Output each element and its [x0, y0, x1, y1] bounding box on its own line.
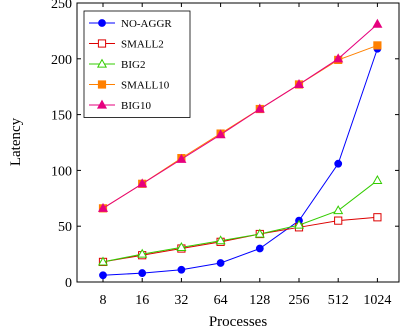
x-tick-label: 32	[174, 293, 188, 308]
legend-swatch-marker	[96, 99, 108, 109]
data-point-no-aggr	[216, 259, 225, 267]
series-small2	[98, 213, 382, 267]
legend-swatch-marker	[98, 19, 106, 27]
series-big10	[97, 18, 383, 212]
legend-label: BIG2	[121, 59, 145, 71]
y-axis: 0 50 100 150 200 250	[51, 0, 399, 291]
legend-label: NO-AGGR	[121, 18, 172, 30]
legend-box	[83, 10, 191, 118]
legend-entry-big2: BIG2	[89, 58, 145, 71]
x-tick-label: 64	[214, 293, 228, 308]
data-point-no-aggr	[177, 265, 186, 274]
data-point-big10	[293, 79, 305, 89]
data-point-no-aggr	[138, 269, 147, 277]
data-point-big2	[137, 248, 148, 258]
y-tick-label: 150	[51, 109, 72, 124]
data-point-big10	[137, 178, 148, 188]
legend-entry-no-aggr: NO-AGGR	[89, 18, 172, 30]
legend-swatch-marker	[97, 39, 107, 48]
data-point-small2	[334, 216, 343, 225]
legend-swatch-marker	[97, 80, 107, 89]
x-tick-label: 8	[100, 293, 107, 308]
data-point-big10	[97, 202, 109, 212]
y-tick-label: 0	[65, 276, 72, 291]
data-point-big2	[333, 205, 344, 215]
series-line-big2	[102, 180, 378, 263]
legend-label: SMALL2	[121, 39, 164, 51]
x-tick-label: 16	[135, 293, 149, 308]
series-group	[97, 18, 383, 280]
legend: NO-AGGR SMALL2 BIG2 SMALL10 BIG10	[83, 10, 191, 118]
data-point-big10	[333, 53, 344, 63]
y-tick-label: 100	[51, 164, 72, 179]
data-point-no-aggr	[255, 244, 264, 253]
y-tick-label: 50	[58, 220, 72, 235]
x-tick-label: 1024	[363, 293, 391, 308]
plot-frame	[76, 2, 400, 283]
y-tick-label: 250	[51, 0, 72, 12]
data-point-small2	[373, 213, 382, 222]
legend-entry-small2: SMALL2	[89, 39, 164, 51]
data-point-big2	[372, 175, 383, 185]
series-line-no-aggr	[102, 48, 378, 276]
series-big2	[97, 175, 383, 266]
data-point-big2	[97, 256, 109, 266]
legend-label: BIG10	[121, 100, 151, 112]
data-point-no-aggr	[334, 159, 343, 168]
x-tick-label: 128	[249, 293, 270, 308]
legend-swatch-marker	[96, 58, 108, 68]
x-tick-label: 256	[289, 293, 310, 308]
data-point-big2	[293, 219, 305, 229]
y-axis-label: Latency	[8, 117, 24, 166]
legend-entry-big10: BIG10	[89, 99, 151, 112]
data-point-big10	[372, 18, 383, 28]
series-line-small2	[102, 216, 378, 263]
data-point-big10	[254, 103, 265, 113]
data-point-big10	[215, 129, 226, 139]
legend-entry-small10: SMALL10	[89, 80, 170, 92]
y-tick-label: 200	[51, 53, 72, 68]
data-point-big2	[215, 235, 226, 245]
data-point-big2	[176, 241, 187, 251]
data-point-big2	[254, 228, 265, 238]
data-point-small10	[373, 41, 382, 50]
legend-label: SMALL10	[121, 80, 170, 92]
x-tick-label: 512	[328, 293, 349, 308]
x-axis-label: Processes	[209, 314, 267, 330]
data-point-no-aggr	[99, 271, 107, 280]
data-point-big10	[176, 153, 187, 163]
series-line-big10	[102, 23, 378, 209]
